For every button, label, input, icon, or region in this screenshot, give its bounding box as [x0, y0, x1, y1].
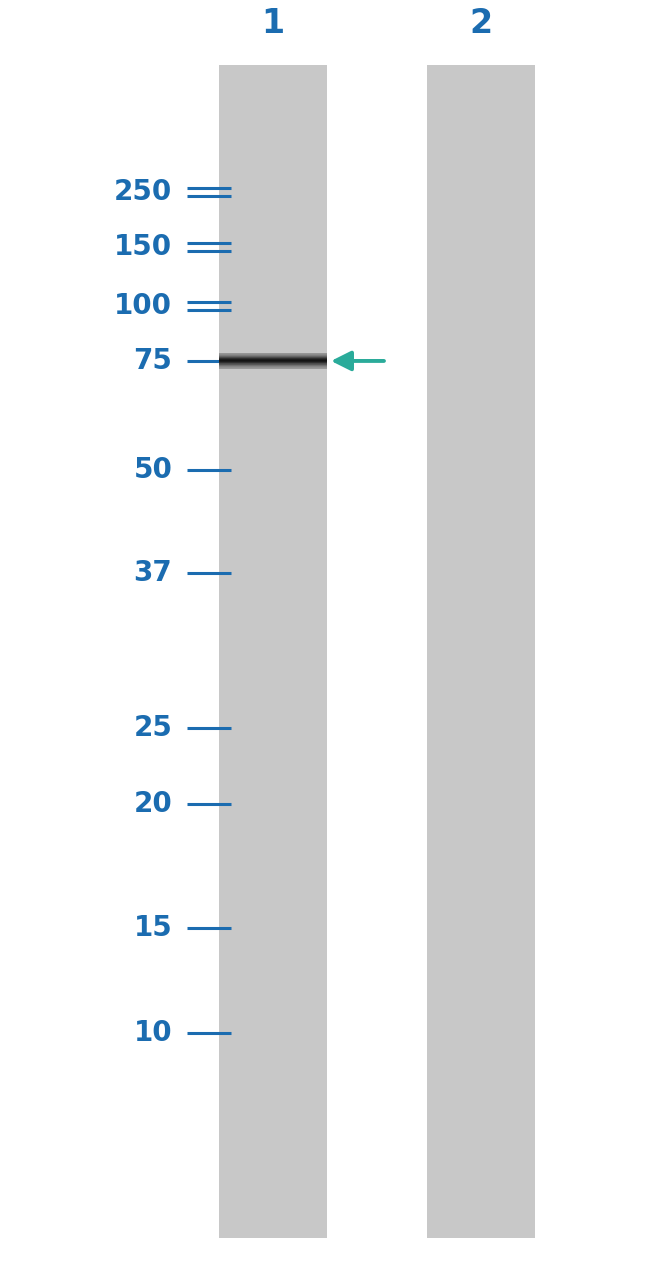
- Text: 1: 1: [261, 8, 285, 41]
- Text: 2: 2: [469, 8, 493, 41]
- Text: 50: 50: [133, 456, 172, 484]
- Text: 250: 250: [114, 178, 172, 206]
- Text: 25: 25: [133, 714, 172, 742]
- Text: 150: 150: [114, 234, 172, 262]
- Bar: [428, 65, 534, 1238]
- Text: 100: 100: [114, 292, 172, 320]
- Text: 75: 75: [133, 347, 172, 375]
- Text: 15: 15: [133, 913, 172, 941]
- Text: 37: 37: [133, 559, 172, 587]
- Text: 10: 10: [134, 1019, 172, 1048]
- Text: 20: 20: [133, 790, 172, 818]
- Bar: [219, 65, 326, 1238]
